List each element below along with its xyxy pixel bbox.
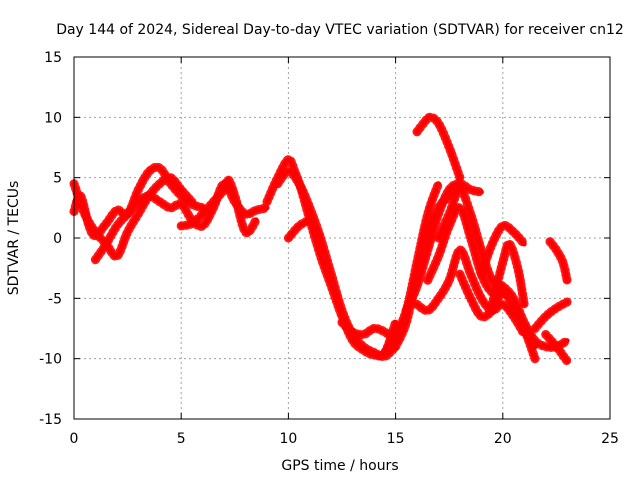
y-tick-label: 15	[44, 50, 62, 66]
series-track-18-markers	[487, 239, 529, 309]
series-track-15-markers	[434, 185, 572, 352]
series-track-20-markers	[541, 330, 572, 366]
grid	[74, 57, 610, 419]
x-tick-label: 25	[601, 431, 619, 447]
series-track-17-markers	[476, 220, 529, 279]
series-track-2-markers	[69, 173, 197, 261]
x-tick-label: 15	[387, 431, 405, 447]
series-track-19-markers	[530, 297, 572, 333]
y-tick-label: 5	[53, 171, 62, 187]
series-track-6-markers	[273, 167, 401, 361]
x-tick-label: 10	[279, 431, 297, 447]
series-track-12-markers	[412, 112, 465, 183]
axis-ticks: 0 5 10 15 20 25 -15 -10 -5 0 5 10 15	[39, 50, 619, 447]
series-track-11-markers	[401, 179, 486, 315]
series-track-8-markers	[337, 318, 401, 346]
x-tick-label: 20	[494, 431, 512, 447]
y-tick-label: 0	[53, 231, 62, 247]
chart-title: Day 144 of 2024, Sidereal Day-to-day VTE…	[56, 22, 624, 38]
series-group	[69, 112, 572, 366]
series-track-13-markers	[412, 245, 529, 339]
series-track-4-markers	[176, 175, 261, 238]
x-axis-label: GPS time / hours	[281, 458, 398, 474]
y-tick-label: -5	[48, 291, 62, 307]
y-axis-label: SDTVAR / TECUs	[6, 181, 22, 296]
y-tick-label: 10	[44, 110, 62, 126]
series-track-7-markers	[283, 215, 315, 243]
y-tick-label: -10	[39, 352, 62, 368]
y-tick-label: -15	[39, 412, 62, 428]
x-tick-label: 5	[177, 431, 186, 447]
series-track-21-markers	[545, 237, 572, 285]
x-tick-label: 0	[70, 431, 79, 447]
